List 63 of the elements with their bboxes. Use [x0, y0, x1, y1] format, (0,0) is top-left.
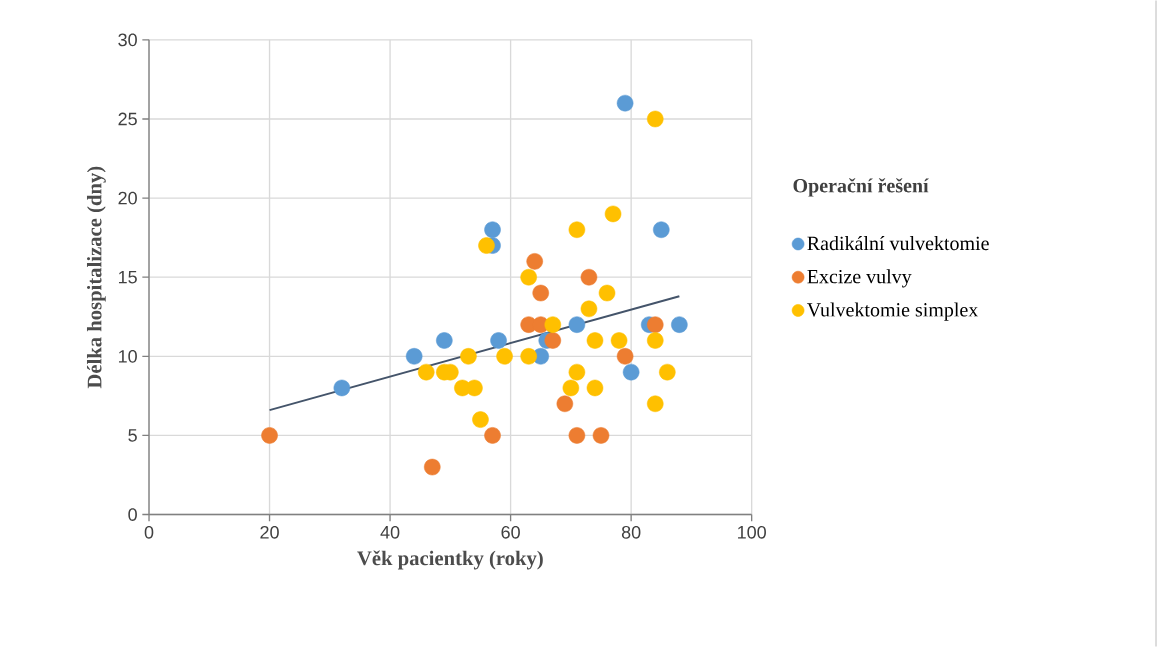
point [417, 363, 435, 381]
y-tick-label: 10 [118, 349, 137, 363]
point [562, 379, 580, 397]
point [622, 363, 640, 381]
legend-title: Operační řešení [793, 178, 929, 197]
x-tick-label: 60 [501, 525, 520, 539]
point [261, 427, 278, 444]
point [592, 427, 610, 444]
point [653, 221, 670, 238]
legend-label: Radikální vulvektomie [807, 236, 989, 251]
point [580, 300, 598, 318]
x-tick-label: 0 [144, 525, 154, 539]
point [610, 332, 628, 349]
y-tick-label: 15 [118, 270, 137, 284]
y-tick-label: 5 [128, 429, 137, 442]
point [405, 348, 423, 365]
point [671, 316, 688, 333]
point [520, 268, 537, 286]
point [423, 458, 441, 476]
point [544, 332, 562, 349]
point [478, 237, 495, 254]
point [520, 348, 537, 365]
x-tick-label: 40 [380, 525, 400, 539]
x-tick-label: 20 [260, 525, 279, 539]
x-axis-title: Věk pacientky (roky) [357, 550, 543, 570]
point [472, 411, 489, 428]
point [436, 332, 453, 349]
point [568, 221, 586, 238]
y-axis-title: Délka hospitalizace (dny) [86, 166, 106, 389]
point [646, 332, 664, 349]
point [484, 221, 501, 238]
point [616, 348, 634, 365]
point [466, 379, 483, 397]
point [568, 427, 586, 444]
y-tick-label: 25 [118, 112, 137, 126]
point [568, 363, 586, 381]
point [544, 316, 562, 333]
point [586, 332, 604, 349]
point [568, 316, 586, 333]
point [580, 268, 598, 286]
y-tick-label: 20 [118, 191, 137, 205]
point [484, 427, 501, 444]
point [646, 110, 664, 128]
point [460, 348, 477, 365]
y-tick-label: 30 [118, 33, 137, 47]
point [496, 348, 513, 365]
point [490, 332, 507, 349]
point [556, 395, 574, 413]
point [586, 379, 604, 397]
y-tick-label: 0 [128, 508, 137, 521]
point [532, 284, 550, 302]
x-tick-label: 80 [621, 525, 641, 539]
x-tick-label: 100 [738, 525, 766, 539]
point [526, 253, 543, 270]
point [616, 94, 634, 112]
point [646, 316, 664, 333]
point [604, 205, 622, 223]
point [659, 363, 676, 381]
legend-label: Vulvektomie simplex [806, 302, 979, 321]
point [333, 379, 351, 397]
point [598, 284, 616, 302]
legend-label: Excize vulvy [807, 269, 912, 288]
point [646, 395, 664, 413]
